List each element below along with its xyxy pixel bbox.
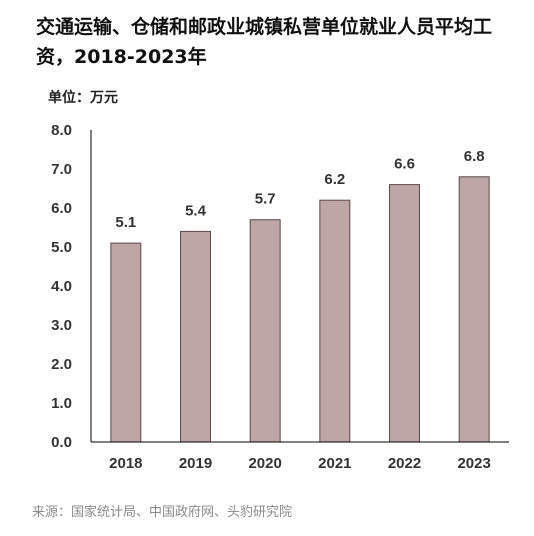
bar-2018 [110,242,142,443]
y-tick-label: 3.0 [51,317,72,334]
data-label: 5.1 [115,214,136,231]
bar-2019 [180,230,211,443]
data-label: 6.2 [324,171,345,188]
bar-2023 [458,176,490,443]
data-label: 5.7 [255,191,276,208]
y-tick-label: 6.0 [51,200,72,217]
y-tick-label: 7.0 [51,161,72,178]
bar-2020 [249,219,281,443]
x-axis-ticks: 2018 2019 2020 2021 2022 2023 [109,455,491,472]
x-tick-label: 2019 [179,455,212,472]
bars [110,176,490,443]
data-label: 6.6 [394,156,415,173]
chart-title: 交通运输、仓储和邮政业城镇私营单位就业人员平均工资，2018-2023年 [36,16,493,68]
bar-2021 [319,199,351,443]
x-tick-label: 2018 [109,455,142,472]
y-axis-ticks: 0.0 1.0 2.0 3.0 4.0 5.0 6.0 7.0 8.0 [51,122,72,451]
x-tick-label: 2023 [457,455,490,472]
unit-label: 单位：万元 [48,90,118,106]
x-tick-label: 2021 [318,455,351,472]
bar-2022 [389,184,420,443]
y-tick-label: 2.0 [51,356,72,373]
y-tick-label: 1.0 [51,395,72,412]
y-tick-label: 0.0 [51,434,72,451]
y-tick-label: 8.0 [51,122,72,139]
data-labels: 5.1 5.4 5.7 6.2 6.6 6.8 [115,148,484,231]
x-tick-label: 2020 [248,455,281,472]
data-label: 5.4 [185,202,207,219]
y-tick-label: 5.0 [51,239,72,256]
x-tick-label: 2022 [388,455,421,472]
data-label: 6.8 [464,148,485,165]
y-tick-label: 4.0 [51,278,72,295]
source-note: 来源：国家统计局、中国政府网、头豹研究院 [32,505,293,520]
